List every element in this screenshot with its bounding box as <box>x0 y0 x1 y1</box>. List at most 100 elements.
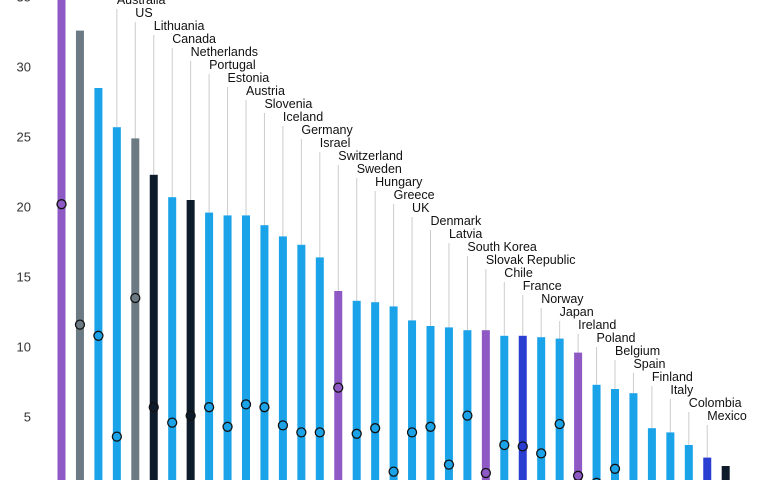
country-label: Ireland <box>578 318 616 332</box>
y-tick-label: 30 <box>17 60 31 75</box>
marker-point <box>480 467 492 479</box>
bar <box>315 257 324 480</box>
country-label: Colombia <box>689 396 742 410</box>
bar <box>721 466 730 480</box>
bars <box>57 0 730 480</box>
country-label: Italy <box>670 383 694 397</box>
bar <box>149 174 158 480</box>
bar <box>426 326 435 480</box>
bar <box>131 138 140 480</box>
bar <box>112 127 121 480</box>
country-label: Slovenia <box>264 97 312 111</box>
country-label: Canada <box>172 32 216 46</box>
marker-point <box>56 199 67 210</box>
bar <box>629 393 638 480</box>
country-label: Sweden <box>357 162 402 176</box>
bar <box>555 338 564 480</box>
country-label: Germany <box>301 123 353 137</box>
marker-point <box>167 417 178 428</box>
bar <box>408 320 417 480</box>
bar <box>75 30 84 480</box>
country-label: Finland <box>652 370 693 384</box>
marker-point <box>572 470 584 480</box>
bar <box>537 337 546 480</box>
marker-point <box>240 399 252 410</box>
y-tick-label: 25 <box>17 130 31 145</box>
bar <box>703 457 712 480</box>
country-label: Japan <box>560 305 594 319</box>
marker-point <box>406 427 418 438</box>
country-label: Australia <box>117 0 166 7</box>
y-tick-label: 35 <box>17 0 31 5</box>
bar <box>463 330 472 480</box>
marker-point <box>517 441 528 452</box>
country-label: Latvia <box>449 227 482 241</box>
bar <box>242 215 250 480</box>
marker-point <box>462 410 473 421</box>
country-label: South Korea <box>467 240 537 254</box>
bar <box>611 389 619 480</box>
country-label: France <box>523 279 562 293</box>
country-label: UK <box>412 201 430 215</box>
y-tick-label: 20 <box>17 200 31 215</box>
country-label: Netherlands <box>191 45 258 59</box>
bar <box>278 236 287 480</box>
marker-point <box>314 427 325 438</box>
country-label: Spain <box>633 357 665 371</box>
country-label: US <box>135 6 152 20</box>
country-label: Switzerland <box>338 149 403 163</box>
bar <box>334 291 343 480</box>
bar <box>444 327 453 480</box>
marker-point <box>554 418 565 430</box>
label-leaders <box>116 9 708 458</box>
bar <box>500 335 509 480</box>
bar <box>684 445 693 480</box>
marker-point <box>592 477 601 480</box>
country-label: Poland <box>597 331 636 345</box>
y-axis: 5 10 15 20 25 30 35 <box>17 0 31 425</box>
bar <box>260 225 269 480</box>
country-label: Israel <box>320 136 351 150</box>
marker-point <box>333 382 344 393</box>
bar <box>389 306 398 480</box>
marker-point <box>443 459 455 470</box>
y-tick-label: 10 <box>17 340 31 355</box>
marker-point <box>351 428 362 439</box>
marker-point <box>222 421 233 432</box>
marker-point <box>369 423 381 434</box>
bar <box>647 428 656 480</box>
y-tick-label: 5 <box>24 410 31 425</box>
y-tick-label: 15 <box>17 270 31 285</box>
country-label: Iceland <box>283 110 323 124</box>
bar <box>186 200 195 480</box>
bar <box>57 0 66 480</box>
marker-point <box>148 402 159 413</box>
bar <box>223 215 232 480</box>
marker-point <box>388 466 399 477</box>
marker-point <box>74 319 86 330</box>
marker-point <box>609 463 621 474</box>
marker-point <box>296 427 307 438</box>
marker-point <box>111 431 122 442</box>
country-label: Estonia <box>228 71 270 85</box>
bar <box>94 88 103 480</box>
bar <box>666 432 675 480</box>
bar <box>168 197 177 480</box>
bar <box>481 330 490 480</box>
marker-point <box>203 402 215 413</box>
marker-point <box>536 448 547 459</box>
bar <box>205 212 214 480</box>
marker-point <box>425 421 436 432</box>
country-label: Chile <box>504 266 533 280</box>
country-labels: AustraliaUSLithuaniaCanadaNetherlandsPor… <box>117 0 747 423</box>
bar <box>352 300 361 480</box>
marker-point <box>499 439 510 451</box>
marker-point <box>259 402 270 413</box>
country-label: Belgium <box>615 344 660 358</box>
country-label: Norway <box>541 292 584 306</box>
country-label: Greece <box>394 188 435 202</box>
marker-point <box>130 292 141 304</box>
bar <box>371 302 380 480</box>
country-label: Mexico <box>707 409 747 423</box>
